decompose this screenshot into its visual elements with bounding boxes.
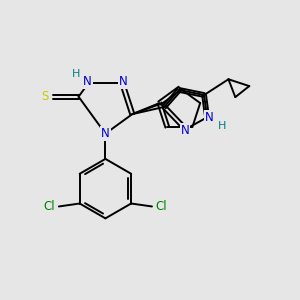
Text: H: H xyxy=(72,69,80,79)
Text: N: N xyxy=(83,76,92,88)
Text: S: S xyxy=(41,90,49,103)
Text: N: N xyxy=(181,124,189,137)
Text: N: N xyxy=(119,76,128,88)
Text: N: N xyxy=(205,111,214,124)
Text: N: N xyxy=(101,127,110,140)
Text: H: H xyxy=(218,121,226,130)
Text: Cl: Cl xyxy=(156,200,167,213)
Text: Cl: Cl xyxy=(44,200,55,213)
